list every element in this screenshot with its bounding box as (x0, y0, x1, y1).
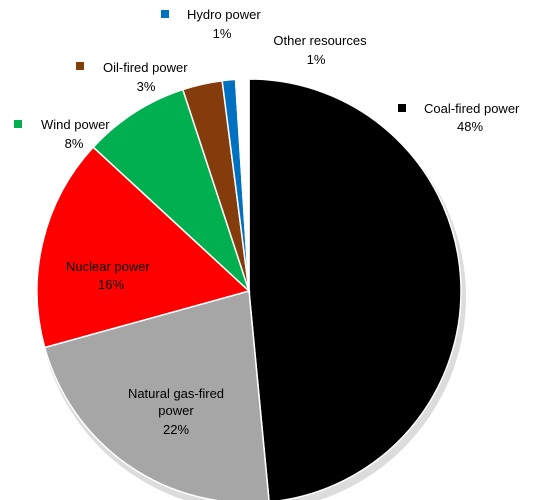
legend-marker-nuclear (52, 262, 60, 270)
slice-label-coal: Coal-fired power (424, 101, 520, 116)
slice-label-hydro: Hydro power (187, 7, 261, 22)
slice-value-other: 1% (307, 52, 326, 67)
pie-slice-other (234, 78, 250, 292)
legend-marker-oil (76, 62, 84, 70)
pie-slice-nuclear (36, 146, 251, 349)
slice-value-hydro: 1% (213, 26, 232, 41)
slice-label-oil: Oil-fired power (103, 60, 188, 75)
slice-value-oil: 3% (137, 79, 156, 94)
slice-label-gas-line2: power (158, 403, 194, 418)
slice-label-wind: Wind power (41, 117, 110, 132)
legend-marker-hydro (161, 10, 169, 18)
slice-label-other: Other resources (273, 33, 367, 48)
slice-value-gas: 22% (163, 422, 189, 437)
slice-value-coal: 48% (457, 119, 483, 134)
pie-slice-wind (92, 88, 251, 294)
pie-slice-coal (248, 78, 462, 500)
legend-marker-wind (14, 120, 22, 128)
slice-label-gas-line1: Natural gas-fired (128, 386, 224, 401)
pie-slices (36, 78, 462, 500)
slice-value-wind: 8% (65, 136, 84, 151)
slice-label-nuclear: Nuclear power (66, 259, 150, 274)
pie-slice-gas (43, 290, 270, 500)
slice-value-nuclear: 16% (98, 277, 124, 292)
legend-marker-coal (398, 104, 406, 112)
